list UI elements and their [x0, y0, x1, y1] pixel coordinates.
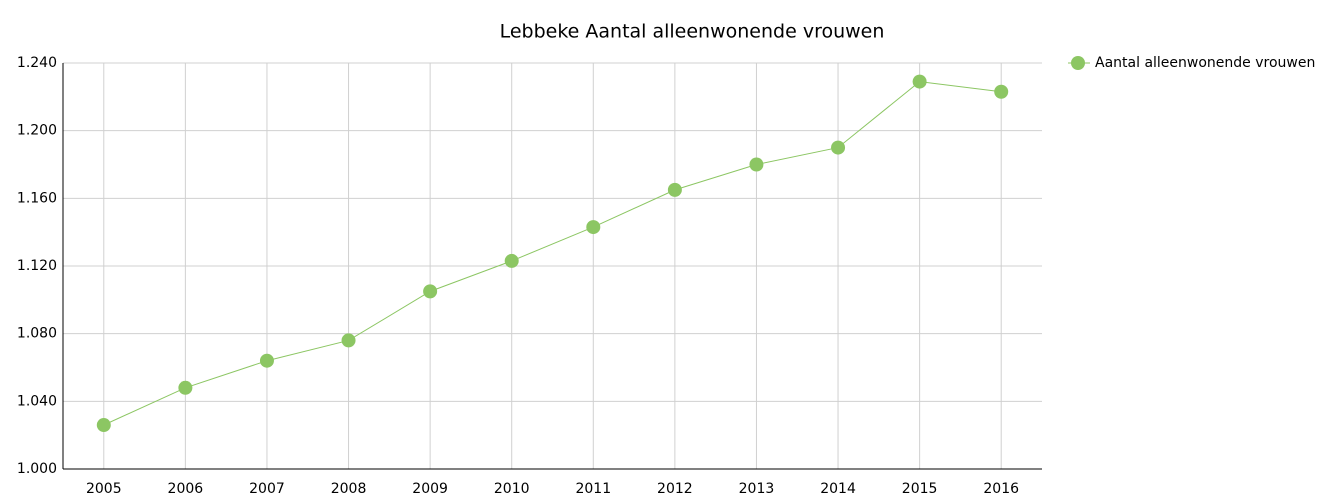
- data-point: [831, 140, 846, 155]
- data-point: [504, 253, 519, 268]
- x-tick-label: 2013: [739, 481, 775, 497]
- legend-label: Aantal alleenwonende vrouwen: [1095, 55, 1315, 71]
- data-point: [912, 74, 927, 89]
- y-tick-label: 1.120: [17, 258, 57, 274]
- data-point: [96, 418, 111, 433]
- data-point: [749, 157, 764, 172]
- x-tick-label: 2012: [657, 481, 693, 497]
- x-tick-label: 2016: [983, 481, 1019, 497]
- legend-marker: [1071, 56, 1085, 70]
- x-tick-label: 2015: [902, 481, 938, 497]
- data-point: [259, 353, 274, 368]
- chart-title: Lebbeke Aantal alleenwonende vrouwen: [500, 21, 885, 43]
- y-tick-label: 1.200: [17, 123, 57, 139]
- data-point: [994, 84, 1009, 99]
- x-tick-label: 2014: [820, 481, 856, 497]
- x-tick-label: 2006: [168, 481, 204, 497]
- x-tick-label: 2010: [494, 481, 530, 497]
- x-tick-label: 2008: [331, 481, 367, 497]
- y-tick-label: 1.080: [17, 326, 57, 342]
- data-point: [586, 220, 601, 235]
- x-tick-label: 2011: [575, 481, 611, 497]
- y-tick-label: 1.000: [17, 461, 57, 477]
- data-line: [103, 81, 1002, 426]
- data-point: [341, 333, 356, 348]
- x-tick-label: 2005: [86, 481, 122, 497]
- y-tick-label: 1.240: [17, 55, 57, 71]
- data-point: [178, 380, 193, 395]
- data-point: [667, 182, 682, 197]
- x-tick-label: 2009: [412, 481, 448, 497]
- x-tick-label: 2007: [249, 481, 285, 497]
- y-tick-label: 1.160: [17, 190, 57, 206]
- y-tick-label: 1.040: [17, 393, 57, 409]
- data-point: [423, 284, 438, 299]
